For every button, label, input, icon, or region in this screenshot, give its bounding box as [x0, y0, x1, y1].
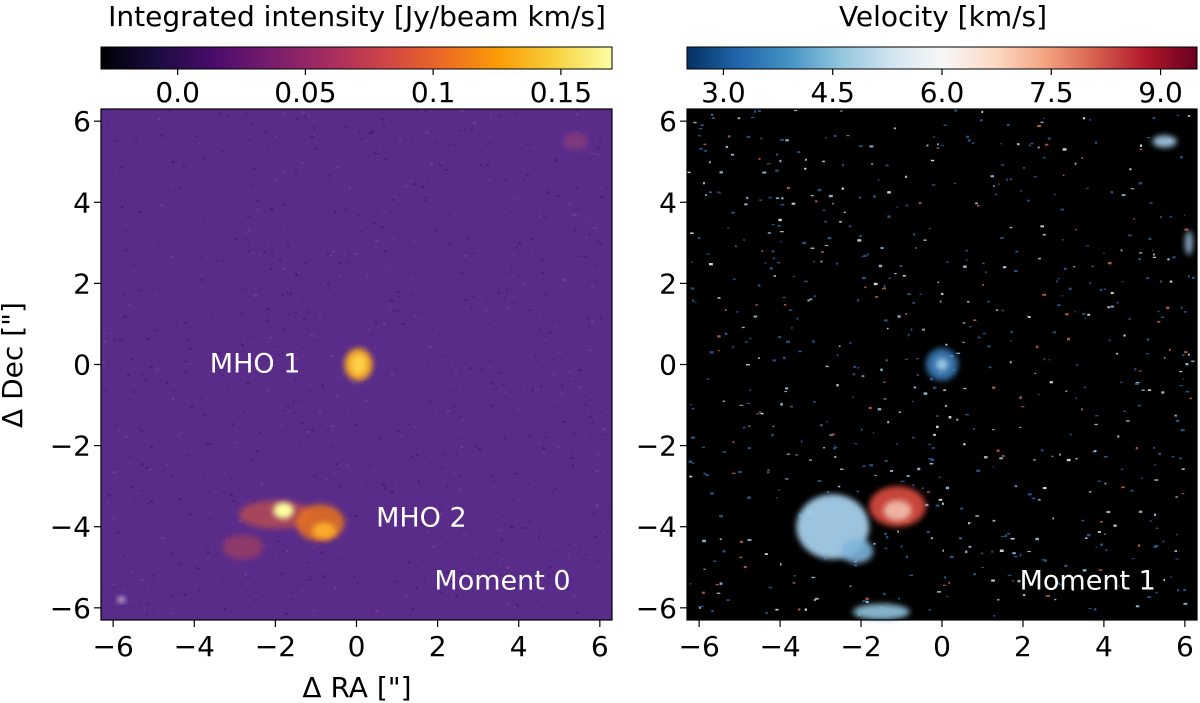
emission-region [222, 534, 264, 560]
colorbar-ticks-moment-1: 3.0 4.5 6.0 7.5 9.0 [701, 69, 1183, 109]
x-tick-label: 4 [1095, 630, 1113, 663]
x-tick-label: 2 [1014, 630, 1032, 663]
x-tick-label: 2 [429, 630, 447, 663]
x-tick-label: 0 [933, 630, 951, 663]
emission-region [852, 603, 910, 621]
emission-moment-0 [118, 133, 588, 603]
panel-moment-0: Integrated intensity [Jy/beam km/s] 0.0 0… [0, 0, 613, 703]
colorbar-tick-label: 7.5 [1029, 76, 1074, 109]
colorbar-tick-label: 0.1 [411, 76, 456, 109]
emission-region [1152, 135, 1177, 148]
annotation-label: Moment 1 [1020, 566, 1156, 597]
y-tick-label: −2 [50, 430, 91, 463]
y-tick-label: 0 [659, 349, 677, 382]
colorbar-tick-label: 0.15 [530, 76, 592, 109]
x-tick-label: 6 [1176, 630, 1194, 663]
x-tick-label: −6 [679, 630, 720, 663]
colorbar-moment-0 [100, 46, 613, 70]
annotations-moment-1: Moment 1 [1020, 566, 1156, 597]
x-tick-label: 6 [591, 630, 609, 663]
colorbar-ticks-moment-0: 0.0 0.05 0.1 0.15 [155, 69, 592, 109]
colorbar-label-moment-0: Integrated intensity [Jy/beam km/s] [108, 0, 606, 33]
plot-area-moment-1: Moment 1 [686, 108, 1198, 621]
emission-region [273, 502, 294, 519]
y-tick-label: −4 [50, 511, 91, 544]
noise-moment-0 [102, 109, 610, 616]
x-tick-label: 4 [510, 630, 528, 663]
emission-moment-1 [796, 135, 1193, 621]
x-tick-label: −6 [93, 630, 134, 663]
y-tick-label: 0 [73, 349, 91, 382]
annotations-moment-0: MHO 1 MHO 2 Moment 0 [210, 349, 571, 597]
colorbar-tick-label: 0.05 [274, 76, 336, 109]
y-tick-label: −2 [636, 430, 677, 463]
colorbar-label-moment-1: Velocity [km/s] [839, 0, 1047, 33]
emission-region [118, 597, 125, 603]
emission-region [840, 538, 874, 564]
noise-moment-1 [687, 109, 1195, 617]
colorbar-tick-label: 0.0 [155, 76, 200, 109]
axes-moment-1: −6 −4 −2 0 2 4 6 6 4 2 0 −2 −4 −6 [636, 105, 1194, 663]
y-tick-label: −4 [636, 511, 677, 544]
x-tick-label: −2 [255, 630, 296, 663]
annotation-label: Moment 0 [434, 566, 570, 597]
emission-region [883, 500, 912, 521]
y-tick-label: 4 [659, 186, 677, 219]
x-tick-label: 0 [348, 630, 366, 663]
y-tick-label: 4 [73, 186, 91, 219]
annotation-label: MHO 1 [210, 349, 301, 380]
emission-region [311, 522, 337, 539]
x-tick-label: −2 [840, 630, 881, 663]
emission-region [350, 354, 367, 375]
plot-area-moment-0: MHO 1 MHO 2 Moment 0 [100, 108, 613, 621]
y-tick-label: 6 [73, 105, 91, 138]
x-tick-label: −4 [174, 630, 215, 663]
colorbar-tick-label: 3.0 [701, 76, 746, 109]
x-tick-label: −4 [759, 630, 800, 663]
y-tick-label: 2 [659, 267, 677, 300]
y-tick-label: −6 [50, 592, 91, 625]
annotation-label: MHO 2 [376, 503, 467, 534]
emission-region [1184, 230, 1193, 255]
colorbar-tick-label: 4.5 [810, 76, 855, 109]
panel-moment-1: Velocity [km/s] 3.0 4.5 6.0 7.5 9.0 Moment 1… [636, 0, 1198, 663]
emission-region [563, 133, 588, 150]
colorbar-moment-1 [686, 46, 1198, 70]
y-tick-label: −6 [636, 592, 677, 625]
y-axis-label: Δ Dec ["] [0, 302, 29, 428]
axes-moment-0: −6 −4 −2 0 2 4 6 6 4 2 0 −2 −4 −6 [50, 105, 609, 663]
emission-region [935, 358, 949, 371]
colorbar-tick-label: 9.0 [1138, 76, 1183, 109]
y-tick-label: 6 [659, 105, 677, 138]
y-tick-label: 2 [73, 267, 91, 300]
x-axis-label: Δ RA ["] [302, 671, 411, 703]
colorbar-tick-label: 6.0 [920, 76, 965, 109]
